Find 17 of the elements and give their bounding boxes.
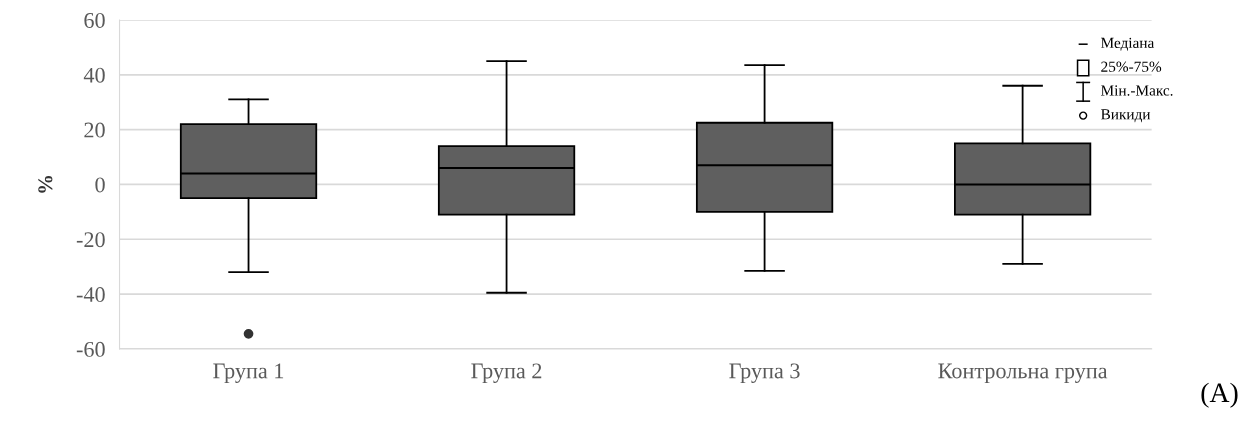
- y-tick-label: -40: [76, 287, 105, 303]
- y-tick-label: 20: [84, 122, 105, 138]
- annotation: 25%-75%: [1101, 61, 1162, 72]
- y-axis-title: %: [38, 175, 53, 193]
- annotation: Мін.-Макс.: [1101, 85, 1173, 96]
- annotation: Викиди: [1101, 109, 1151, 123]
- x-tick-label: Група 1: [213, 363, 284, 383]
- y-tick-label: -60: [76, 341, 105, 357]
- x-tick-label: Контрольна група: [938, 363, 1108, 383]
- y-tick-label: -20: [76, 232, 105, 248]
- y-tick-label: 0: [95, 177, 105, 193]
- text: (A): [1201, 382, 1238, 408]
- y-tick-label: 40: [83, 67, 105, 83]
- y-tick-label: 60: [84, 12, 105, 28]
- x-tick-label: Група 3: [729, 363, 800, 383]
- annotation: Медіана: [1101, 37, 1155, 51]
- x-tick-label: Група 2: [471, 363, 542, 383]
